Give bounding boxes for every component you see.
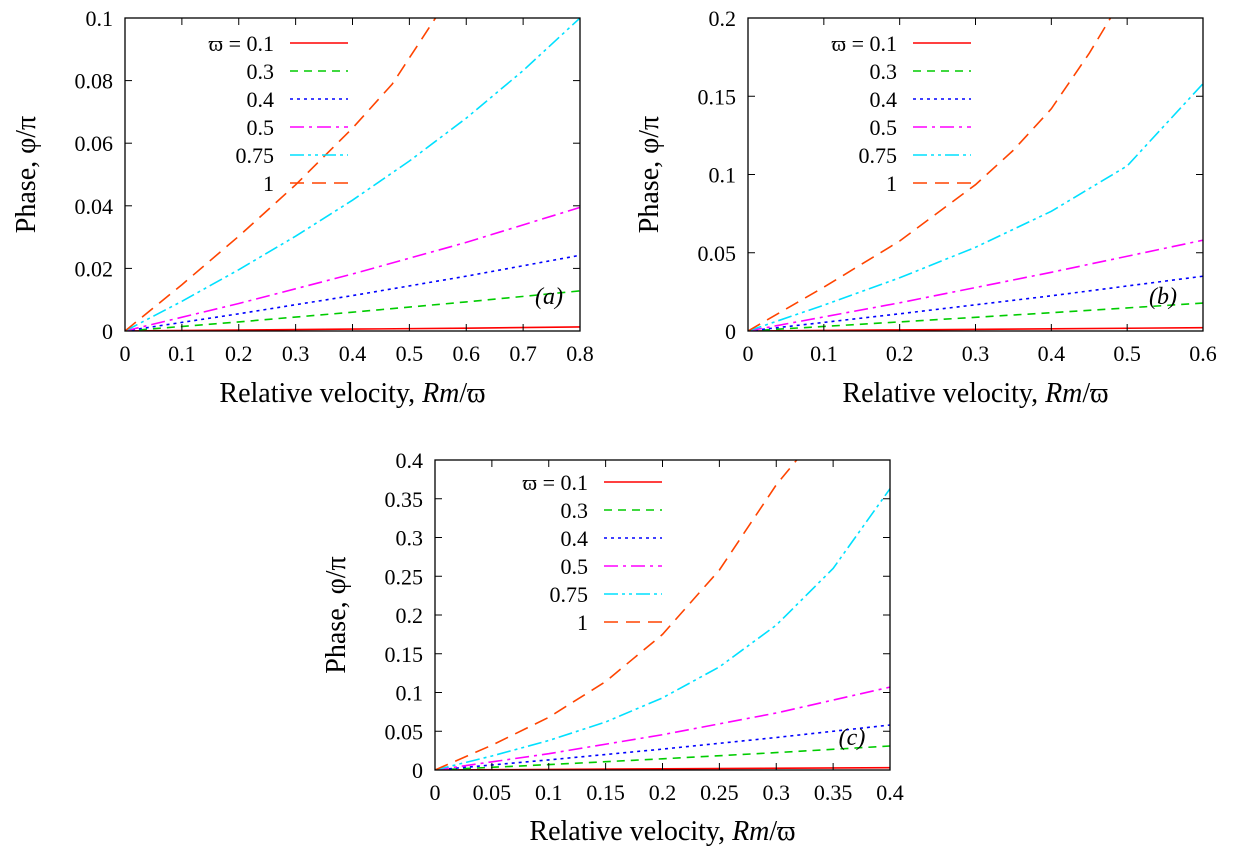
legend-label: 1 <box>263 171 274 196</box>
y-tick-label: 0.1 <box>709 163 737 188</box>
x-tick-label: 0.1 <box>535 780 563 805</box>
x-tick-label: 0.3 <box>763 780 791 805</box>
x-tick-label: 0.6 <box>1189 341 1217 366</box>
y-tick-label: 0.35 <box>385 487 424 512</box>
legend-label: 0.3 <box>247 59 275 84</box>
legend-label: 0.5 <box>561 554 589 579</box>
legend-label: 0.75 <box>550 582 589 607</box>
legend-label: 0.5 <box>247 115 275 140</box>
legend-label: ϖ = 0.1 <box>832 31 897 56</box>
y-tick-label: 0.04 <box>75 194 114 219</box>
plot-frame <box>124 17 581 332</box>
x-tick-label: 0.2 <box>886 341 914 366</box>
x-tick-label: 0.25 <box>700 780 739 805</box>
y-tick-label: 0.2 <box>396 603 424 628</box>
y-axis-label: Phase, φ/π <box>634 116 665 233</box>
x-tick-label: 0 <box>743 341 754 366</box>
x-tick-label: 0.4 <box>876 780 904 805</box>
y-tick-label: 0.25 <box>385 564 424 589</box>
y-tick-label: 0 <box>102 319 113 344</box>
chart-panel-b: 0 0.1 0.2 0.3 0.4 0.5 0.6 0 0.05 0.1 0.15 0.2 Phase,… <box>634 6 1217 409</box>
series-line-5 <box>125 18 437 331</box>
x-tick-label: 0.2 <box>225 341 253 366</box>
legend-label: 1 <box>577 610 588 635</box>
y-tick-label: 0.1 <box>86 6 114 31</box>
x-tick-label: 0.6 <box>453 341 481 366</box>
x-tick-label: 0.3 <box>282 341 310 366</box>
x-axis-label: Relative velocity, Rm/ϖ <box>529 816 795 847</box>
x-axis-label: Relative velocity, Rm/ϖ <box>219 378 485 409</box>
legend-label: 0.4 <box>247 87 275 112</box>
chart-panel-c: 0 0.05 0.1 0.15 0.2 0.25 0.3 0.35 0.4 0 0.05 0.1 0.1… <box>321 448 904 847</box>
x-tick-label: 0.05 <box>473 780 512 805</box>
series-line-3 <box>435 686 890 770</box>
y-tick-label: 0.15 <box>385 642 424 667</box>
legend: ϖ = 0.1 0.3 0.4 0.5 0.75 1 <box>523 470 662 635</box>
y-tick-label: 0.06 <box>75 131 114 156</box>
plot-frame <box>434 459 891 771</box>
legend-label: 0.75 <box>236 143 275 168</box>
legend-label: 0.3 <box>561 498 589 523</box>
y-tick-label: 0.4 <box>396 448 424 473</box>
x-tick-label: 0.3 <box>962 341 990 366</box>
x-tick-label: 0 <box>120 341 131 366</box>
series-line-5 <box>748 18 1112 331</box>
x-tick-label: 0.5 <box>1113 341 1141 366</box>
series-line-3 <box>748 239 1203 331</box>
y-tick-label: 0 <box>412 758 423 783</box>
series-line-2 <box>748 275 1203 331</box>
panel-label: (b) <box>1149 284 1177 310</box>
y-tick-label: 0.15 <box>698 84 737 109</box>
legend-label: ϖ = 0.1 <box>209 31 274 56</box>
series-line-4 <box>125 18 580 331</box>
y-tick-label: 0.02 <box>75 256 114 281</box>
panel-label: (c) <box>839 725 866 751</box>
series-group <box>748 18 1203 331</box>
series-group <box>125 18 580 331</box>
y-tick-label: 0.3 <box>396 526 424 551</box>
panel-label: (a) <box>535 284 563 310</box>
y-tick-label: 0.08 <box>75 69 114 94</box>
legend: ϖ = 0.1 0.3 0.4 0.5 0.75 1 <box>832 31 971 196</box>
series-line-1 <box>435 745 890 770</box>
y-axis-label: Phase, φ/π <box>321 556 352 673</box>
y-axis-label: Phase, φ/π <box>11 116 42 233</box>
x-tick-label: 0.35 <box>814 780 853 805</box>
series-line-4 <box>435 488 890 770</box>
x-tick-label: 0.8 <box>566 341 594 366</box>
y-tick-label: 0.2 <box>709 6 737 31</box>
legend-label: 0.4 <box>561 526 589 551</box>
x-tick-label: 0.1 <box>168 341 196 366</box>
x-tick-label: 0.5 <box>396 341 424 366</box>
x-tick-label: 0.2 <box>649 780 677 805</box>
x-tick-label: 0 <box>430 780 441 805</box>
x-tick-label: 0.7 <box>509 341 537 366</box>
x-tick-label: 0.15 <box>586 780 625 805</box>
legend-label: 0.5 <box>870 115 898 140</box>
x-tick-label: 0.4 <box>339 341 367 366</box>
legend-label: 0.75 <box>859 143 898 168</box>
series-group <box>435 460 890 770</box>
legend-label: 0.3 <box>870 59 898 84</box>
x-tick-label: 0.1 <box>810 341 838 366</box>
series-line-2 <box>125 254 580 331</box>
legend-label: ϖ = 0.1 <box>523 470 588 495</box>
x-axis-label: Relative velocity, Rm/ϖ <box>842 378 1108 409</box>
y-tick-label: 0.1 <box>396 681 424 706</box>
legend-label: 0.4 <box>870 87 898 112</box>
x-tick-label: 0.4 <box>1038 341 1066 366</box>
series-line-2 <box>435 724 890 770</box>
series-line-4 <box>748 83 1203 331</box>
chart-panel-a: 0 0.1 0.2 0.3 0.4 0.5 0.6 0.7 0.8 0 0.02 0.04 0.06 0.… <box>11 6 594 409</box>
y-tick-label: 0.05 <box>385 719 424 744</box>
series-line-1 <box>125 290 580 331</box>
legend: ϖ = 0.1 0.3 0.4 0.5 0.75 1 <box>209 31 348 196</box>
series-line-5 <box>435 460 798 770</box>
legend-label: 1 <box>886 171 897 196</box>
y-tick-label: 0 <box>725 319 736 344</box>
plot-frame <box>747 17 1204 332</box>
y-tick-label: 0.05 <box>698 241 737 266</box>
